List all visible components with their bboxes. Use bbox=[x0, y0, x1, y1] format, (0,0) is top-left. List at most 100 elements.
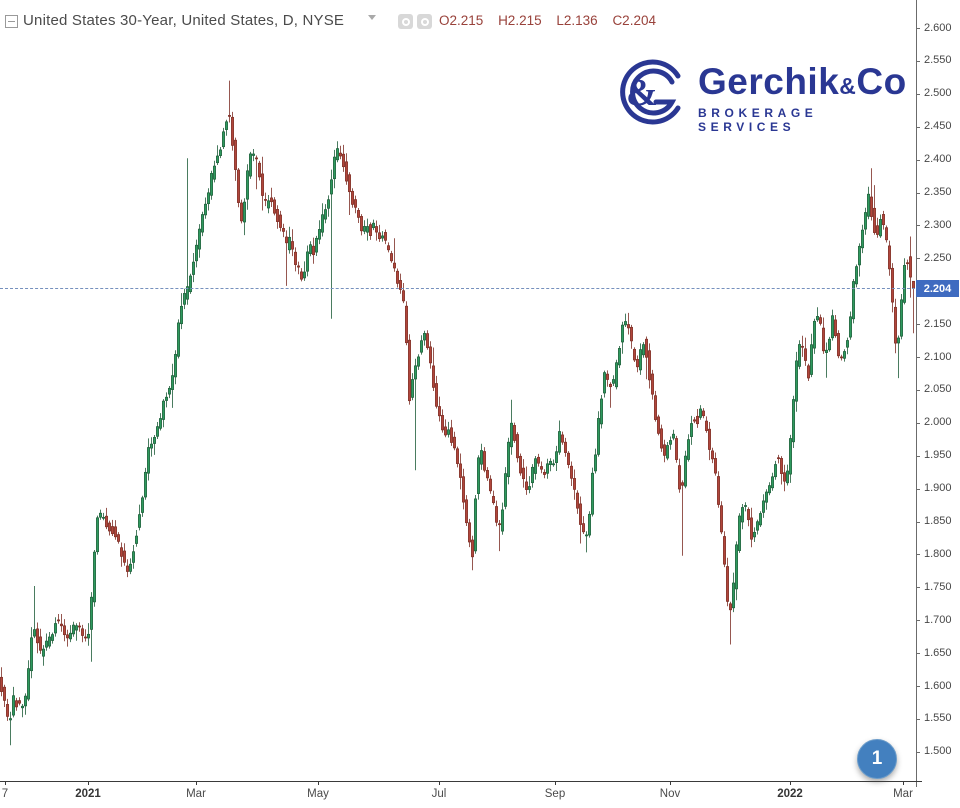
candle bbox=[45, 633, 48, 651]
candle bbox=[459, 453, 462, 490]
target-icon-1[interactable] bbox=[398, 14, 413, 29]
candle bbox=[759, 511, 762, 527]
time-tick-label: 7 bbox=[1, 788, 9, 800]
chevron-down-icon[interactable] bbox=[368, 15, 376, 20]
candle bbox=[741, 504, 744, 530]
target-icon-2[interactable] bbox=[417, 14, 432, 29]
price-tick-label: 1.750 bbox=[924, 580, 952, 593]
candle bbox=[348, 172, 351, 215]
candle bbox=[402, 283, 405, 304]
last-price-dashed-line bbox=[0, 288, 915, 289]
candle bbox=[606, 370, 609, 387]
candle bbox=[837, 330, 840, 359]
candle bbox=[831, 309, 834, 341]
candle bbox=[543, 469, 546, 479]
candle bbox=[138, 504, 141, 531]
brand-name: Gerchik&Co bbox=[698, 61, 907, 102]
candle bbox=[315, 235, 318, 256]
candle bbox=[396, 268, 399, 288]
candle bbox=[663, 439, 666, 463]
candle bbox=[870, 168, 873, 221]
candle bbox=[528, 476, 531, 494]
candle bbox=[333, 149, 336, 189]
candle bbox=[894, 298, 897, 354]
candle bbox=[198, 224, 201, 258]
last-price-badge: 2.204 bbox=[916, 280, 959, 297]
candle bbox=[774, 460, 777, 480]
candle bbox=[540, 461, 543, 474]
candle bbox=[801, 335, 804, 357]
collapse-chart-icon[interactable] bbox=[5, 15, 18, 28]
candle bbox=[867, 186, 870, 220]
candle bbox=[237, 168, 240, 208]
price-tick-label: 2.450 bbox=[924, 120, 952, 133]
time-tick-label: Nov bbox=[659, 788, 681, 800]
candle bbox=[6, 698, 9, 721]
candle bbox=[756, 519, 759, 535]
candle bbox=[504, 467, 507, 510]
price-axis-line[interactable] bbox=[916, 0, 917, 787]
candle bbox=[885, 225, 888, 243]
candle bbox=[42, 645, 45, 666]
price-tick-label: 2.050 bbox=[924, 383, 952, 396]
candle bbox=[498, 520, 501, 552]
candle bbox=[633, 347, 636, 362]
candle bbox=[684, 450, 687, 489]
candle bbox=[696, 409, 699, 428]
price-tick bbox=[916, 60, 920, 62]
candle bbox=[0, 667, 3, 697]
candle bbox=[603, 370, 606, 398]
candle bbox=[408, 334, 411, 405]
candle bbox=[171, 363, 174, 408]
candle bbox=[327, 195, 330, 217]
candle bbox=[447, 421, 450, 438]
candle bbox=[192, 253, 195, 283]
candle bbox=[675, 435, 678, 463]
candle bbox=[693, 417, 696, 424]
price-tick-label: 1.600 bbox=[924, 679, 952, 692]
candle bbox=[822, 317, 825, 354]
candle bbox=[60, 614, 63, 632]
candle bbox=[666, 442, 669, 461]
price-tick bbox=[916, 653, 920, 655]
price-tick-label: 1.500 bbox=[924, 745, 952, 758]
candle bbox=[624, 313, 627, 327]
candle bbox=[840, 354, 843, 361]
candle bbox=[72, 621, 75, 637]
candle bbox=[423, 330, 426, 346]
candle bbox=[279, 210, 282, 232]
candle bbox=[216, 145, 219, 165]
time-tick-label: May bbox=[307, 788, 329, 800]
candle bbox=[81, 624, 84, 643]
candle bbox=[222, 127, 225, 149]
candle bbox=[321, 203, 324, 237]
symbol-title[interactable]: United States 30-Year, United States, D,… bbox=[23, 12, 345, 29]
time-axis-line[interactable] bbox=[0, 781, 922, 782]
candle bbox=[825, 342, 828, 378]
candle bbox=[393, 238, 396, 272]
candle bbox=[267, 195, 270, 214]
candle bbox=[375, 220, 378, 241]
candle bbox=[465, 495, 468, 526]
candle bbox=[291, 229, 294, 257]
candle bbox=[39, 628, 42, 654]
candle bbox=[357, 208, 360, 223]
candle bbox=[897, 335, 900, 379]
candle bbox=[771, 472, 774, 491]
candle bbox=[297, 261, 300, 275]
candle bbox=[795, 351, 798, 412]
candle bbox=[294, 247, 297, 272]
candle bbox=[255, 155, 258, 190]
candle bbox=[183, 288, 186, 310]
time-tick bbox=[318, 781, 319, 785]
low-value: L2.136 bbox=[556, 13, 598, 28]
candle bbox=[516, 432, 519, 463]
candle bbox=[282, 223, 285, 238]
candle bbox=[90, 592, 93, 662]
candle bbox=[735, 541, 738, 601]
candle bbox=[861, 224, 864, 254]
candle bbox=[807, 363, 810, 381]
candle bbox=[210, 170, 213, 200]
candle bbox=[174, 350, 177, 385]
candle bbox=[879, 214, 882, 238]
